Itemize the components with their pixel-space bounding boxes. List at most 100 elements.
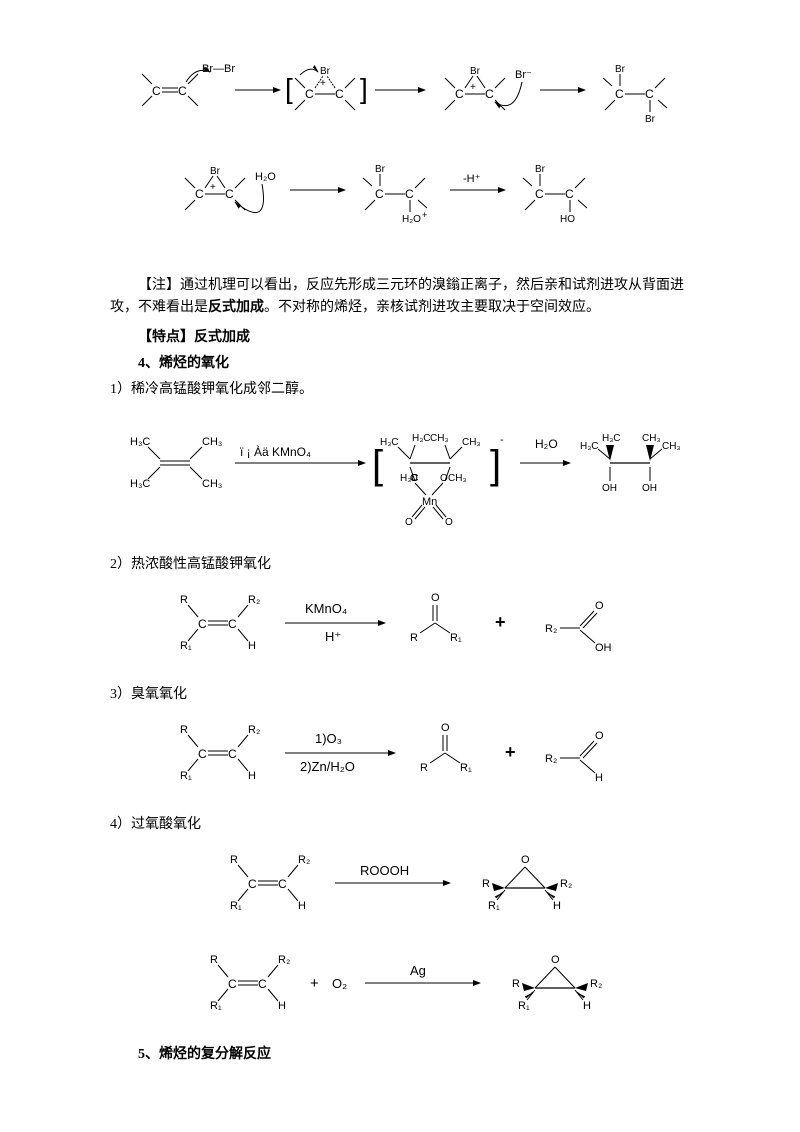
- plus: +: [495, 612, 506, 632]
- c-label: C: [228, 977, 237, 991]
- br-label: Br: [320, 66, 331, 77]
- h: H: [248, 640, 256, 652]
- br-label: Br: [645, 114, 656, 125]
- r1: R₁: [518, 1000, 530, 1012]
- rxn4b-figure: C C R R₁ R₂ H + O₂ Ag O: [110, 943, 710, 1023]
- ch3: CH₃: [202, 436, 222, 448]
- oh: OH: [642, 483, 657, 494]
- r2: R₂: [278, 954, 290, 966]
- c-label: C: [225, 187, 234, 201]
- ch3: CH₃: [448, 473, 467, 484]
- section4-title: 4、烯烃的氧化: [110, 352, 710, 372]
- br-br: Br—Br: [202, 63, 235, 75]
- note-tail: 。不对称的烯烃，亲核试剂进攻主要取决于空间效应。: [264, 300, 600, 315]
- mechanism-line1: C C Br—Br [ ] C C Br: [110, 50, 710, 135]
- r2: R₂: [248, 594, 260, 606]
- c-label: C: [405, 187, 414, 201]
- h3c: H₃C: [412, 433, 431, 444]
- r2: R₂: [545, 753, 557, 765]
- rxn4a-svg: C C R R₁ R₂ H ROOOH O: [170, 843, 650, 918]
- h2o-plus: H₂O: [402, 214, 421, 225]
- rxn1-reagent: ï ¡ Àä KMnO₄: [240, 444, 311, 459]
- o: O: [551, 954, 560, 966]
- o: O: [440, 473, 448, 484]
- ch3: CH₃: [642, 433, 661, 444]
- r: R: [410, 632, 418, 644]
- bracket-r: ]: [360, 73, 368, 104]
- c-label: C: [485, 87, 494, 101]
- r: R: [512, 978, 520, 990]
- h: H: [298, 900, 306, 912]
- mechanism-line2: C C Br + H₂O C C Br: [110, 155, 710, 255]
- r2: R₂: [248, 724, 260, 736]
- r1: R₁: [450, 632, 462, 644]
- bracket-l: [: [285, 73, 293, 104]
- r1: R₁: [180, 770, 192, 782]
- h3c: H₃C: [580, 441, 599, 452]
- br-label: Br: [210, 166, 221, 177]
- o: O: [431, 592, 440, 604]
- oh: OH: [595, 642, 612, 654]
- section4-sub1: 1）稀冷高锰酸钾氧化成邻二醇。: [110, 378, 710, 398]
- plus-label: +: [210, 182, 216, 193]
- r: R: [180, 594, 188, 606]
- plus-label: +: [470, 82, 476, 93]
- feature-line: 【特点】反式加成: [110, 326, 710, 346]
- plus-sign: +: [422, 210, 427, 220]
- rxn4a-figure: C C R R₁ R₂ H ROOOH O: [110, 843, 710, 923]
- rxn1-svg: H₃C H₃C CH₃ CH₃ ï ¡ Àä KMnO₄ [ ] - H₃C H…: [120, 408, 700, 528]
- r2: R₂: [590, 978, 602, 990]
- r2: R₂: [298, 854, 310, 866]
- ch3: CH₃: [202, 478, 222, 490]
- h: H: [278, 1000, 286, 1012]
- h2o-label: H₂O: [255, 171, 276, 183]
- h: H: [248, 770, 256, 782]
- oh-label: HO: [560, 214, 575, 225]
- rxn3-svg: C C R R₁ R₂ H 1)O₃ 2)Zn/H₂O R R₁: [140, 713, 680, 788]
- ch3: CH₃: [662, 441, 681, 452]
- c-label: C: [228, 617, 237, 631]
- section4-sub4: 4）过氧酸氧化: [110, 813, 710, 833]
- o: O: [595, 730, 604, 742]
- section5-title: 5、烯烃的复分解反应: [110, 1043, 710, 1063]
- page-container: C C Br—Br [ ] C C Br: [0, 0, 800, 1109]
- o: O: [445, 517, 453, 528]
- br-label: Br: [615, 64, 626, 75]
- ch3: CH₃: [430, 433, 449, 444]
- o: O: [521, 854, 530, 866]
- h2o: H₂O: [535, 437, 558, 451]
- h: H: [595, 772, 603, 784]
- c-label: C: [305, 87, 314, 101]
- o2: O₂: [332, 976, 347, 991]
- c-label: C: [375, 187, 384, 201]
- c-label: C: [565, 187, 574, 201]
- h3c: H₃C: [380, 437, 399, 448]
- section4-sub3: 3）臭氧氧化: [110, 683, 710, 703]
- br-minus: Br⁻: [515, 69, 532, 81]
- c-label: C: [152, 84, 161, 98]
- h3c: H₃C: [130, 436, 150, 448]
- mech2-svg: C C Br + H₂O C C Br: [160, 155, 660, 250]
- h: H: [553, 900, 561, 912]
- h: H: [583, 1000, 591, 1012]
- note-paragraph: 【注】通过机理可以看出，反应先形成三元环的溴鎓正离子，然后亲和试剂进攻从背面进攻…: [110, 275, 710, 320]
- c-label: C: [178, 84, 187, 98]
- h3c: H₃C: [130, 478, 150, 490]
- c-label: C: [258, 977, 267, 991]
- plus: +: [505, 742, 516, 762]
- h3c: H₃C: [602, 433, 621, 444]
- c-label: C: [198, 617, 207, 631]
- c-label: C: [278, 877, 287, 891]
- c-label: C: [535, 187, 544, 201]
- r2: R₂: [545, 623, 557, 635]
- o: O: [405, 517, 413, 528]
- br-label: Br: [535, 164, 546, 175]
- br-label: Br: [470, 66, 481, 77]
- r: R: [420, 762, 428, 774]
- rxn2-svg: C C R R₁ R₂ H KMnO₄ H⁺ R R₁: [140, 583, 680, 658]
- r: R: [210, 954, 218, 966]
- kmno4: KMnO₄: [305, 601, 347, 616]
- c-label: C: [455, 87, 464, 101]
- o: O: [595, 600, 604, 612]
- c-label: C: [248, 877, 257, 891]
